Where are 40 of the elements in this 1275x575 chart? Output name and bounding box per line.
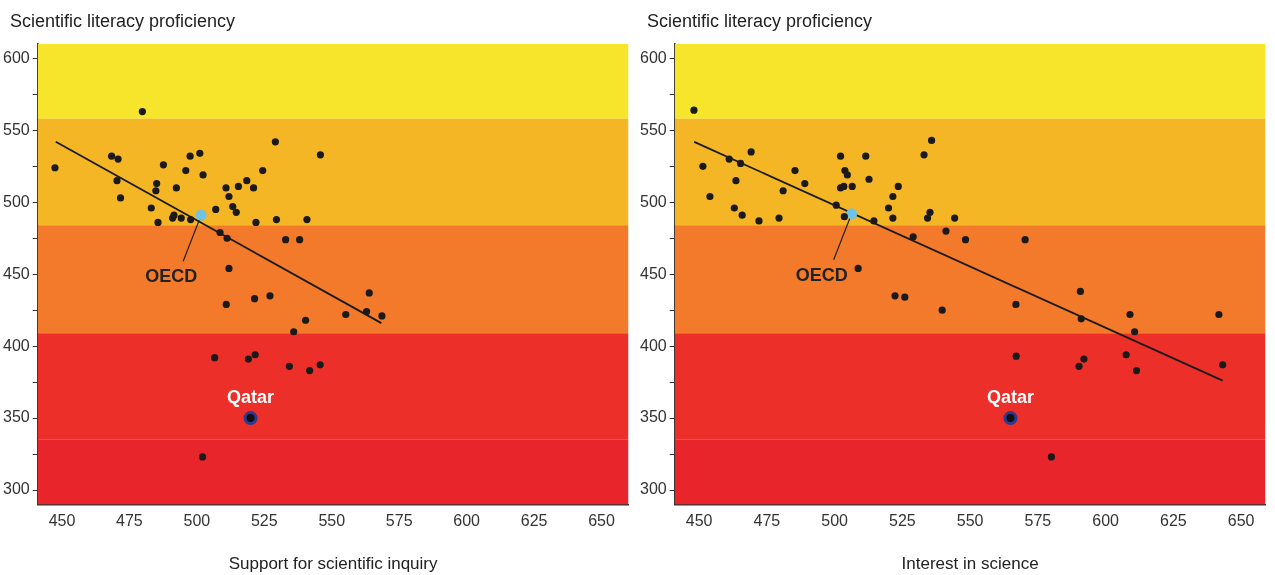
y-tick-label: 450 <box>639 264 667 282</box>
x-tick-label: 575 <box>1024 512 1052 530</box>
y-tick-label: 300 <box>2 480 30 498</box>
y-axis-title: Scientific literacy proficiency <box>647 10 873 31</box>
x-axis-title: Interest in science <box>901 554 1039 574</box>
y-axis-title: Scientific literacy proficiency <box>10 10 236 31</box>
x-tick-label: 600 <box>453 512 481 530</box>
y-tick-label: 400 <box>639 336 667 354</box>
y-tick-label: 350 <box>639 408 667 426</box>
x-tick-label: 525 <box>888 512 916 530</box>
x-tick-label: 600 <box>1092 512 1120 530</box>
y-tick-label: 300 <box>639 480 667 498</box>
x-tick-label: 550 <box>956 512 984 530</box>
y-tick-label: 500 <box>2 192 30 210</box>
text: OECD <box>795 264 848 285</box>
x-tick-label: 550 <box>318 512 346 530</box>
y-tick-label: 600 <box>639 48 667 66</box>
y-tick-label: 600 <box>2 48 30 66</box>
y-tick-label: 550 <box>2 120 30 138</box>
x-tick-label: 625 <box>520 512 548 530</box>
x-tick-label: 450 <box>685 512 713 530</box>
y-tick-label: 450 <box>2 264 30 282</box>
x-tick-label: 500 <box>183 512 211 530</box>
x-tick-label: 575 <box>385 512 413 530</box>
x-tick-label: 450 <box>48 512 76 530</box>
series-label: Qatar <box>986 387 1034 408</box>
x-tick-label: 650 <box>588 512 615 530</box>
x-tick-label: 525 <box>250 512 278 530</box>
series-label: Qatar <box>227 387 275 408</box>
text: OECD <box>145 266 198 287</box>
x-tick-label: 475 <box>116 512 143 530</box>
x-tick-label: 650 <box>1227 512 1255 530</box>
x-tick-label: 475 <box>753 512 781 530</box>
y-tick-label: 350 <box>2 408 30 426</box>
x-tick-label: 625 <box>1160 512 1187 530</box>
y-tick-label: 500 <box>639 192 667 210</box>
y-tick-label: 550 <box>639 120 667 138</box>
x-tick-label: 500 <box>821 512 849 530</box>
x-axis-title: Support for scientific inquiry <box>228 554 438 574</box>
y-tick-label: 400 <box>2 336 30 354</box>
